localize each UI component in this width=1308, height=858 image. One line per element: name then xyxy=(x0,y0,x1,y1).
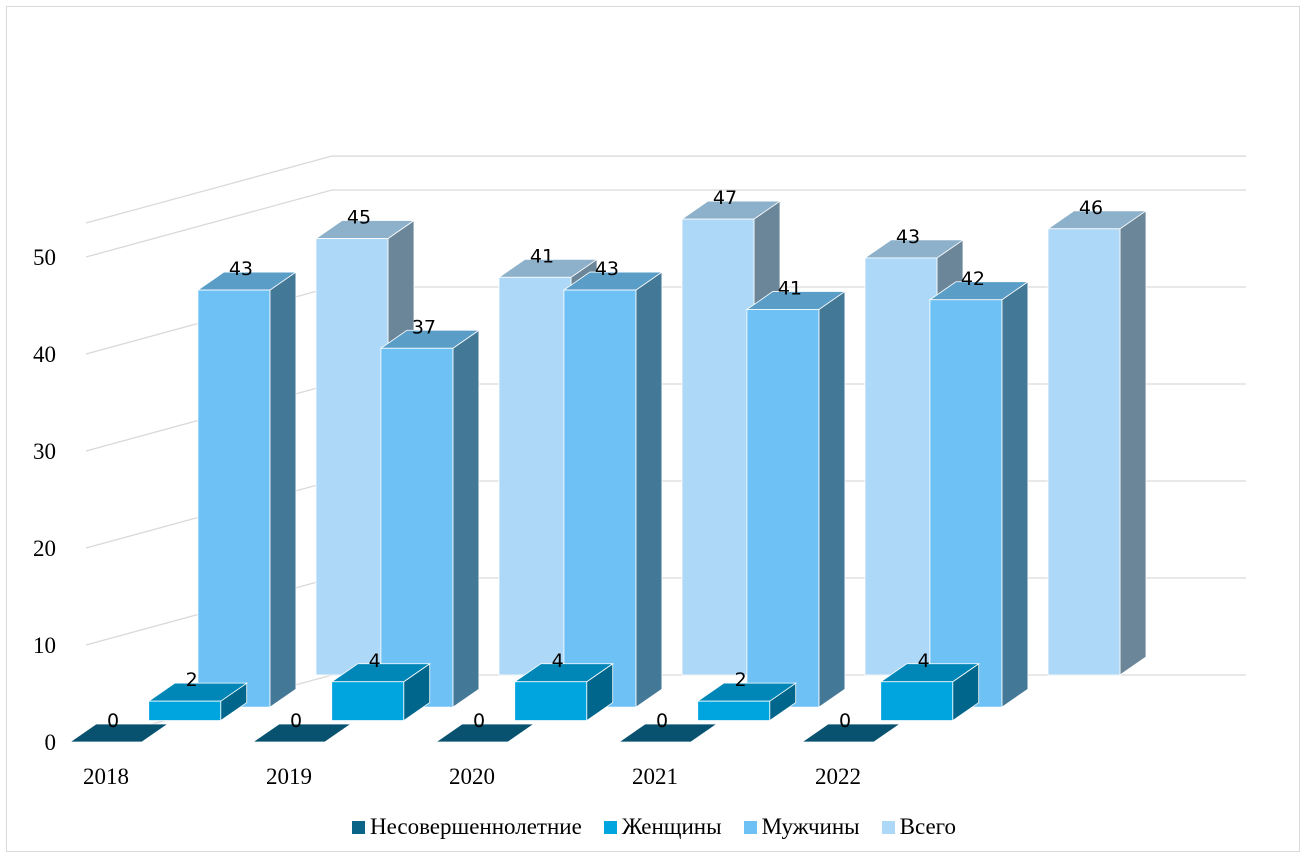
x-category-label: 2019 xyxy=(266,764,312,789)
x-category-label: 2022 xyxy=(815,764,861,789)
bar xyxy=(879,662,981,722)
bar-front xyxy=(514,681,588,721)
bar-front xyxy=(380,347,454,708)
y-tick-label: 20 xyxy=(33,536,56,561)
legend-swatch xyxy=(603,820,617,834)
bar-top xyxy=(68,723,170,743)
legend: Несовершеннолетние Женщины Мужчины Всего xyxy=(0,810,1308,844)
wall-gridline xyxy=(85,155,333,224)
bar-side xyxy=(269,271,297,708)
bar xyxy=(745,290,847,708)
bar xyxy=(562,271,664,708)
bar xyxy=(379,329,481,708)
bar xyxy=(68,723,170,743)
data-label: 47 xyxy=(713,187,737,209)
bar-front xyxy=(929,299,1003,708)
y-tick-label: 30 xyxy=(33,439,56,464)
data-label: 0 xyxy=(839,710,851,732)
data-label: 0 xyxy=(473,710,485,732)
y-tick-label: 10 xyxy=(33,633,56,658)
bar-front xyxy=(681,218,755,676)
data-label: 37 xyxy=(412,316,436,338)
legend-label: Мужчины xyxy=(761,814,860,839)
y-tick-label: 40 xyxy=(33,342,56,367)
x-category-label: 2020 xyxy=(449,764,495,789)
data-label: 41 xyxy=(530,245,554,267)
bar xyxy=(330,662,432,722)
legend-item: Несовершеннолетние xyxy=(351,814,582,840)
data-label: 46 xyxy=(1079,197,1103,219)
y-tick-label: 50 xyxy=(33,245,56,270)
legend-swatch xyxy=(743,820,757,834)
bar-front xyxy=(1047,228,1121,676)
legend-label: Всего xyxy=(899,814,957,839)
bar xyxy=(696,682,798,722)
bar-front xyxy=(697,700,771,721)
data-label: 4 xyxy=(552,650,564,672)
data-label: 4 xyxy=(369,650,381,672)
legend-item: Женщины xyxy=(603,814,722,840)
bar-side xyxy=(635,271,663,708)
bar-front xyxy=(315,238,389,676)
bar-side xyxy=(1119,210,1147,676)
data-label: 0 xyxy=(107,710,119,732)
legend-swatch xyxy=(351,820,365,834)
bar-front xyxy=(864,257,938,676)
data-label: 0 xyxy=(656,710,668,732)
bar xyxy=(147,682,249,722)
data-label: 41 xyxy=(778,277,802,299)
bar-front xyxy=(197,289,271,708)
bar-top xyxy=(251,723,353,743)
data-label: 4 xyxy=(918,650,930,672)
bar-front xyxy=(563,289,637,708)
legend-label: Женщины xyxy=(621,814,722,839)
bar xyxy=(800,723,902,743)
bar xyxy=(617,723,719,743)
bar-side xyxy=(452,329,480,708)
bar-front xyxy=(331,681,405,721)
x-category-label: 2021 xyxy=(632,764,678,789)
legend-label: Несовершеннолетние xyxy=(369,814,582,839)
data-label: 2 xyxy=(735,669,747,691)
x-category-label: 2018 xyxy=(83,764,129,789)
bar-top xyxy=(617,723,719,743)
wall-gridline xyxy=(85,189,333,258)
y-tick-label: 0 xyxy=(45,730,57,755)
bar-top xyxy=(434,723,536,743)
bar-side xyxy=(1001,280,1029,708)
bar-side xyxy=(818,290,846,708)
bar-front xyxy=(148,700,222,721)
bar xyxy=(251,723,353,743)
bar-front xyxy=(880,681,954,721)
bar xyxy=(513,662,615,722)
legend-item: Мужчины xyxy=(743,814,860,840)
data-label: 43 xyxy=(229,258,253,280)
legend-swatch xyxy=(881,820,895,834)
data-label: 45 xyxy=(347,207,371,229)
data-label: 42 xyxy=(961,268,985,290)
data-label: 2 xyxy=(186,669,198,691)
bar xyxy=(196,271,298,708)
data-label: 43 xyxy=(595,258,619,280)
bar-top xyxy=(800,723,902,743)
legend-item: Всего xyxy=(881,814,957,840)
bar xyxy=(928,280,1030,708)
data-label: 0 xyxy=(290,710,302,732)
bar-front xyxy=(498,276,572,676)
bar xyxy=(1046,210,1148,676)
bar xyxy=(434,723,536,743)
bar-front xyxy=(746,309,820,708)
data-label: 43 xyxy=(896,226,920,248)
